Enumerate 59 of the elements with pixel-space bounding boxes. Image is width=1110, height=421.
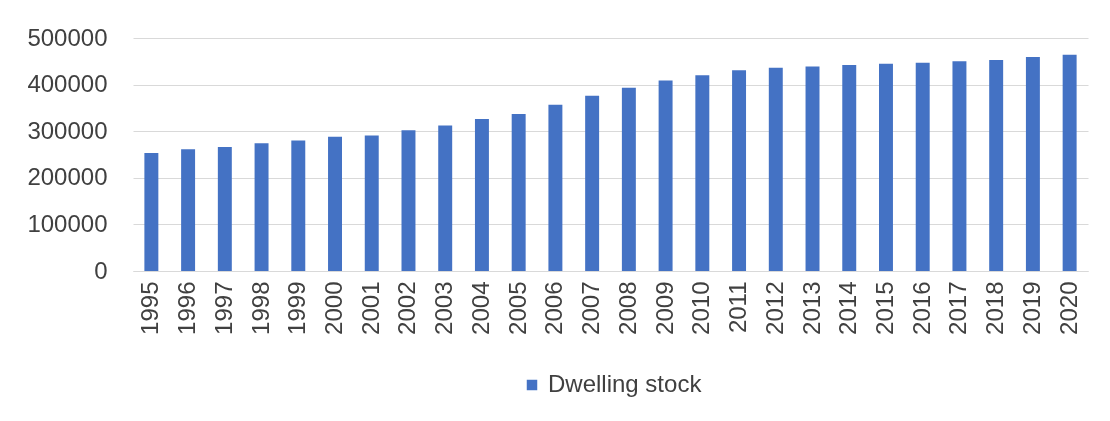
x-tick-label: 2013 [797, 281, 825, 335]
bar [842, 65, 857, 271]
y-tick-label: 100000 [27, 209, 108, 237]
x-tick-label: 2011 [724, 281, 752, 334]
x-tick-label: 2019 [1017, 281, 1045, 335]
x-tick-label: 2002 [393, 281, 421, 335]
bar [952, 61, 967, 271]
bar [1062, 54, 1077, 271]
x-tick-label: 1996 [173, 281, 201, 335]
x-tick-label: 2020 [1054, 281, 1082, 335]
x-tick-label: 2008 [613, 281, 641, 335]
x-tick-label: 2001 [356, 281, 384, 335]
x-tick-label: 2014 [834, 281, 862, 335]
y-tick-label: 400000 [27, 70, 108, 98]
x-tick-label: 2004 [466, 281, 494, 335]
bar [438, 125, 453, 271]
bar [695, 75, 710, 271]
legend-label: Dwelling stock [548, 370, 703, 397]
bar [879, 63, 893, 271]
x-tick-label: 2017 [944, 281, 972, 335]
bar [144, 153, 159, 271]
bar [1025, 57, 1040, 271]
x-tick-label: 2000 [320, 281, 348, 335]
bar [805, 66, 820, 271]
x-tick-label: 2005 [503, 281, 531, 335]
bar [474, 119, 489, 271]
bar [621, 87, 636, 271]
bar [915, 62, 930, 271]
bar [217, 147, 232, 271]
bar [291, 140, 306, 271]
y-tick-label: 200000 [27, 163, 108, 191]
x-tick-label: 1998 [246, 281, 274, 335]
y-tick-label: 0 [94, 256, 108, 284]
x-tick-label: 2012 [760, 281, 788, 335]
x-tick-label: 1995 [136, 281, 164, 335]
x-tick-label: 1997 [209, 281, 237, 335]
bar [401, 130, 416, 271]
x-tick-label: 2007 [577, 281, 605, 335]
bar [585, 95, 600, 271]
bar [328, 136, 342, 271]
bar [181, 149, 196, 271]
x-tick-label: 2015 [870, 281, 898, 335]
bar [511, 113, 526, 271]
x-tick-label: 1999 [283, 281, 311, 335]
bar [364, 135, 379, 271]
x-tick-label: 2018 [981, 281, 1009, 335]
x-tick-label: 2003 [430, 281, 458, 335]
y-tick-label: 300000 [27, 116, 108, 144]
bar [254, 143, 269, 271]
x-tick-label: 2010 [687, 281, 715, 335]
bar [658, 80, 673, 271]
x-tick-label: 2006 [540, 281, 568, 335]
bar [768, 67, 783, 271]
x-tick-label: 2009 [650, 281, 678, 335]
bar [548, 104, 563, 271]
bar [732, 70, 747, 271]
bar [989, 59, 1004, 271]
x-tick-label: 2016 [907, 281, 935, 335]
y-tick-label: 500000 [27, 23, 108, 51]
